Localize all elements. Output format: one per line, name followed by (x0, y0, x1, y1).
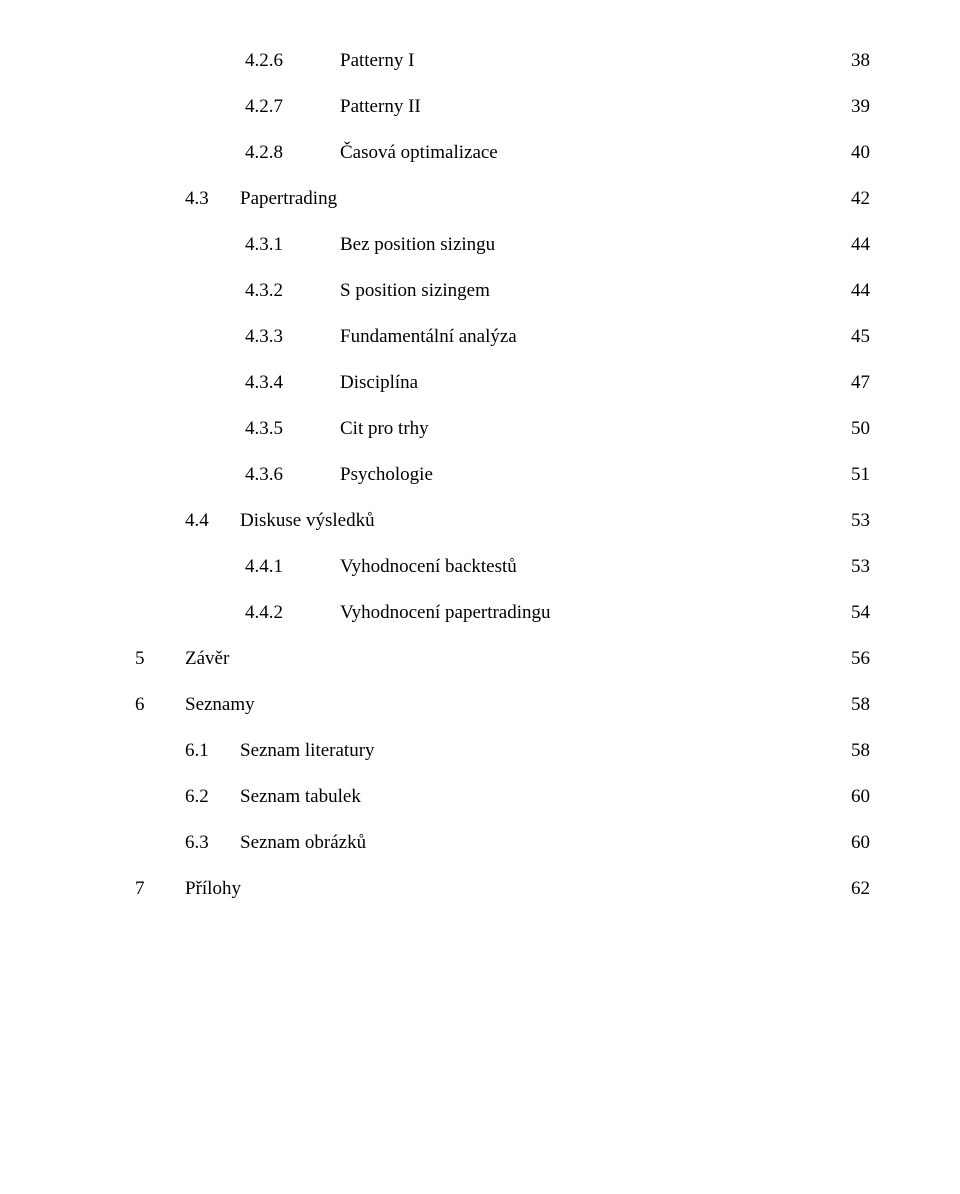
toc-entry-number: 6.1 (185, 740, 240, 762)
toc-entry-page: 60 (842, 832, 870, 854)
toc-entry-title: Časová optimalizace (340, 142, 498, 164)
toc-entry-page: 50 (842, 418, 870, 440)
toc-entry-page: 51 (842, 464, 870, 486)
toc-entry-number: 6 (135, 694, 185, 716)
toc-entry-title: Bez position sizingu (340, 234, 495, 256)
toc-entry: 6Seznamy 58 (90, 694, 870, 716)
toc-entry-title: Diskuse výsledků (240, 510, 375, 532)
toc-entry: 7Přílohy 62 (90, 878, 870, 900)
toc-entry-title: Přílohy (185, 878, 241, 900)
toc-entry: 6.1Seznam literatury 58 (90, 740, 870, 762)
toc-entry: 4.3.6 Psychologie 51 (90, 464, 870, 486)
toc-entry-title: Papertrading (240, 188, 337, 210)
toc-entry: 4.3.3 Fundamentální analýza 45 (90, 326, 870, 348)
toc-entry-title: Fundamentální analýza (340, 326, 517, 348)
toc-entry-page: 62 (842, 878, 870, 900)
toc-entry-title: Seznam literatury (240, 740, 375, 762)
toc-entry-number: 4.3.4 (245, 372, 315, 394)
toc-entry: 4.2.6 Patterny I 38 (90, 50, 870, 72)
toc-entry-page: 58 (842, 740, 870, 762)
toc-entry-title: S position sizingem (340, 280, 490, 302)
toc-entry-title: Psychologie (340, 464, 433, 486)
toc-entry: 6.2Seznam tabulek 60 (90, 786, 870, 808)
toc-entry-page: 40 (842, 142, 870, 164)
toc-entry-page: 56 (842, 648, 870, 670)
toc-entry-title: Vyhodnocení backtestů (340, 556, 517, 578)
toc-entry-number: 4.4.1 (245, 556, 315, 578)
toc-entry-page: 60 (842, 786, 870, 808)
toc-entry-number: 4.3.2 (245, 280, 315, 302)
toc-entry-page: 45 (842, 326, 870, 348)
toc-entry: 4.3.1 Bez position sizingu 44 (90, 234, 870, 256)
toc-entry: 4.4Diskuse výsledků 53 (90, 510, 870, 532)
toc-entry-page: 38 (842, 50, 870, 72)
toc-entry-page: 44 (842, 234, 870, 256)
toc-entry-number: 4.2.6 (245, 50, 315, 72)
toc-entry-number: 4.2.8 (245, 142, 315, 164)
toc-entry: 4.3.4 Disciplína 47 (90, 372, 870, 394)
toc-entry-page: 53 (842, 510, 870, 532)
toc-entry-title: Disciplína (340, 372, 418, 394)
toc-entry-number: 4.3.5 (245, 418, 315, 440)
toc-entry: 4.4.1 Vyhodnocení backtestů 53 (90, 556, 870, 578)
toc-entry-number: 4.3.1 (245, 234, 315, 256)
toc-entry-page: 53 (842, 556, 870, 578)
toc-entry-number: 6.2 (185, 786, 240, 808)
toc-entry-number: 4.3.6 (245, 464, 315, 486)
toc-entry: 5Závěr 56 (90, 648, 870, 670)
toc-entry-number: 7 (135, 878, 185, 900)
toc-entry: 4.3.5 Cit pro trhy 50 (90, 418, 870, 440)
toc-entry-number: 4.3.3 (245, 326, 315, 348)
toc-entry-number: 4.2.7 (245, 96, 315, 118)
toc-entry-number: 4.4 (185, 510, 240, 532)
toc-entry: 4.2.7 Patterny II 39 (90, 96, 870, 118)
toc-entry-title: Seznamy (185, 694, 255, 716)
toc-entry-page: 58 (842, 694, 870, 716)
toc-entry-number: 5 (135, 648, 185, 670)
toc-entry-number: 4.4.2 (245, 602, 315, 624)
toc-entry-title: Závěr (185, 648, 229, 670)
toc-entry: 4.4.2 Vyhodnocení papertradingu 54 (90, 602, 870, 624)
toc-entry-title: Patterny I (340, 50, 414, 72)
toc-entry: 4.2.8 Časová optimalizace 40 (90, 142, 870, 164)
toc-entry-title: Patterny II (340, 96, 421, 118)
toc-list: 4.2.6 Patterny I 38 4.2.7 Patterny II 39 4.2.8… (90, 50, 870, 900)
toc-entry-page: 39 (842, 96, 870, 118)
toc-entry-page: 42 (842, 188, 870, 210)
toc-entry-title: Cit pro trhy (340, 418, 429, 440)
toc-entry-page: 44 (842, 280, 870, 302)
toc-entry-number: 4.3 (185, 188, 240, 210)
toc-entry-title: Seznam obrázků (240, 832, 366, 854)
toc-entry-page: 47 (842, 372, 870, 394)
toc-entry-number: 6.3 (185, 832, 240, 854)
toc-entry-page: 54 (842, 602, 870, 624)
toc-page: 4.2.6 Patterny I 38 4.2.7 Patterny II 39 4.2.8… (0, 0, 960, 1194)
toc-entry-title: Vyhodnocení papertradingu (340, 602, 551, 624)
toc-entry: 6.3Seznam obrázků 60 (90, 832, 870, 854)
toc-entry: 4.3.2 S position sizingem 44 (90, 280, 870, 302)
toc-entry: 4.3Papertrading 42 (90, 188, 870, 210)
toc-entry-title: Seznam tabulek (240, 786, 361, 808)
